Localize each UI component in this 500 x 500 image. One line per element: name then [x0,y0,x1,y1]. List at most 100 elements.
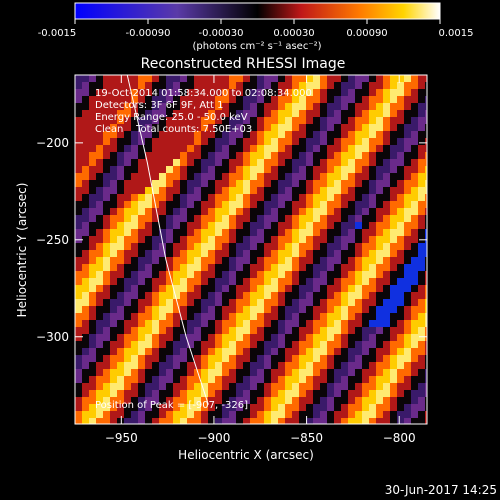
heatmap-cell [292,411,300,419]
heatmap-cell [236,355,244,363]
heatmap-cell [159,173,167,181]
heatmap-cell [215,404,223,412]
heatmap-cell [145,243,153,251]
heatmap-cell [243,327,251,335]
heatmap-cell [313,264,321,272]
heatmap-cell [96,292,104,300]
heatmap-cell [327,397,335,405]
heatmap-cell [110,376,118,384]
heatmap-cell [124,313,132,321]
heatmap-cell [187,306,195,314]
heatmap-cell [334,152,342,160]
heatmap-cell [369,348,377,356]
heatmap-cell [306,194,314,202]
heatmap-cell [334,264,342,272]
heatmap-cell [257,369,265,377]
heatmap-cell [362,138,370,146]
heatmap-cell [243,82,251,90]
heatmap-cell [341,159,349,167]
heatmap-cell [362,82,370,90]
heatmap-cell [243,89,251,97]
heatmap-cell [215,110,223,118]
heatmap-cell [131,124,139,132]
heatmap-cell [348,159,356,167]
heatmap-cell [257,166,265,174]
heatmap-cell [425,327,427,335]
heatmap-cell [103,341,111,349]
heatmap-cell [82,243,90,251]
heatmap-cell [341,313,349,321]
heatmap-cell [89,201,97,209]
heatmap-cell [390,110,398,118]
heatmap-cell [383,131,391,139]
heatmap-cell [166,313,174,321]
heatmap-cell [145,152,153,160]
heatmap-cell [173,271,181,279]
heatmap-cell [82,187,90,195]
heatmap-cell [222,131,230,139]
heatmap-cell [180,243,188,251]
heatmap-cell [299,187,307,195]
heatmap-cell [397,215,405,223]
heatmap-cell [397,271,405,279]
heatmap-cell [390,383,398,391]
heatmap-cell [215,187,223,195]
heatmap-cell [145,75,153,83]
heatmap-cell [138,215,146,223]
heatmap-cell [327,243,335,251]
heatmap-cell [208,376,216,384]
heatmap-cell [257,271,265,279]
heatmap-cell [411,201,419,209]
heatmap-cell [264,411,272,419]
heatmap-cell [250,376,258,384]
heatmap-cell [257,194,265,202]
heatmap-cell [278,131,286,139]
heatmap-cell [418,404,426,412]
solar-limb-curve [126,75,209,405]
heatmap-cell [418,362,426,370]
heatmap-cell [327,250,335,258]
heatmap-cell [117,264,125,272]
heatmap-cell [376,264,384,272]
heatmap-cell [341,404,349,412]
heatmap-cell [180,75,188,83]
heatmap-cell [271,75,279,83]
heatmap-cell [222,236,230,244]
heatmap-cell [194,229,202,237]
heatmap-cell [341,131,349,139]
heatmap-cell [110,306,118,314]
heatmap-cell [313,110,321,118]
heatmap-cell [271,397,279,405]
heatmap-cell [215,257,223,265]
heatmap-cell [327,278,335,286]
heatmap-cell [278,369,286,377]
heatmap-cell [236,285,244,293]
heatmap-cell [264,313,272,321]
heatmap-cell [215,250,223,258]
heatmap-cell [418,348,426,356]
heatmap-cell [250,257,258,265]
heatmap-cell [271,292,279,300]
heatmap-cell [355,411,363,419]
heatmap-cell [243,187,251,195]
heatmap-cell [187,138,195,146]
heatmap-cell [82,327,90,335]
heatmap-cell [243,411,251,419]
heatmap-cell [348,271,356,279]
heatmap-cell [250,243,258,251]
heatmap-cell [271,278,279,286]
heatmap-cell [145,194,153,202]
heatmap-cell [89,383,97,391]
heatmap-cell [362,292,370,300]
heatmap-cell [390,348,398,356]
heatmap-cell [173,355,181,363]
heatmap-cell [243,341,251,349]
heatmap-cell [418,376,426,384]
heatmap-cell [103,75,111,83]
heatmap-cell [348,404,356,412]
heatmap-cell [418,194,426,202]
heatmap-cell [425,229,427,237]
heatmap-cell [320,152,328,160]
heatmap-cell [208,327,216,335]
heatmap-cell [187,110,195,118]
